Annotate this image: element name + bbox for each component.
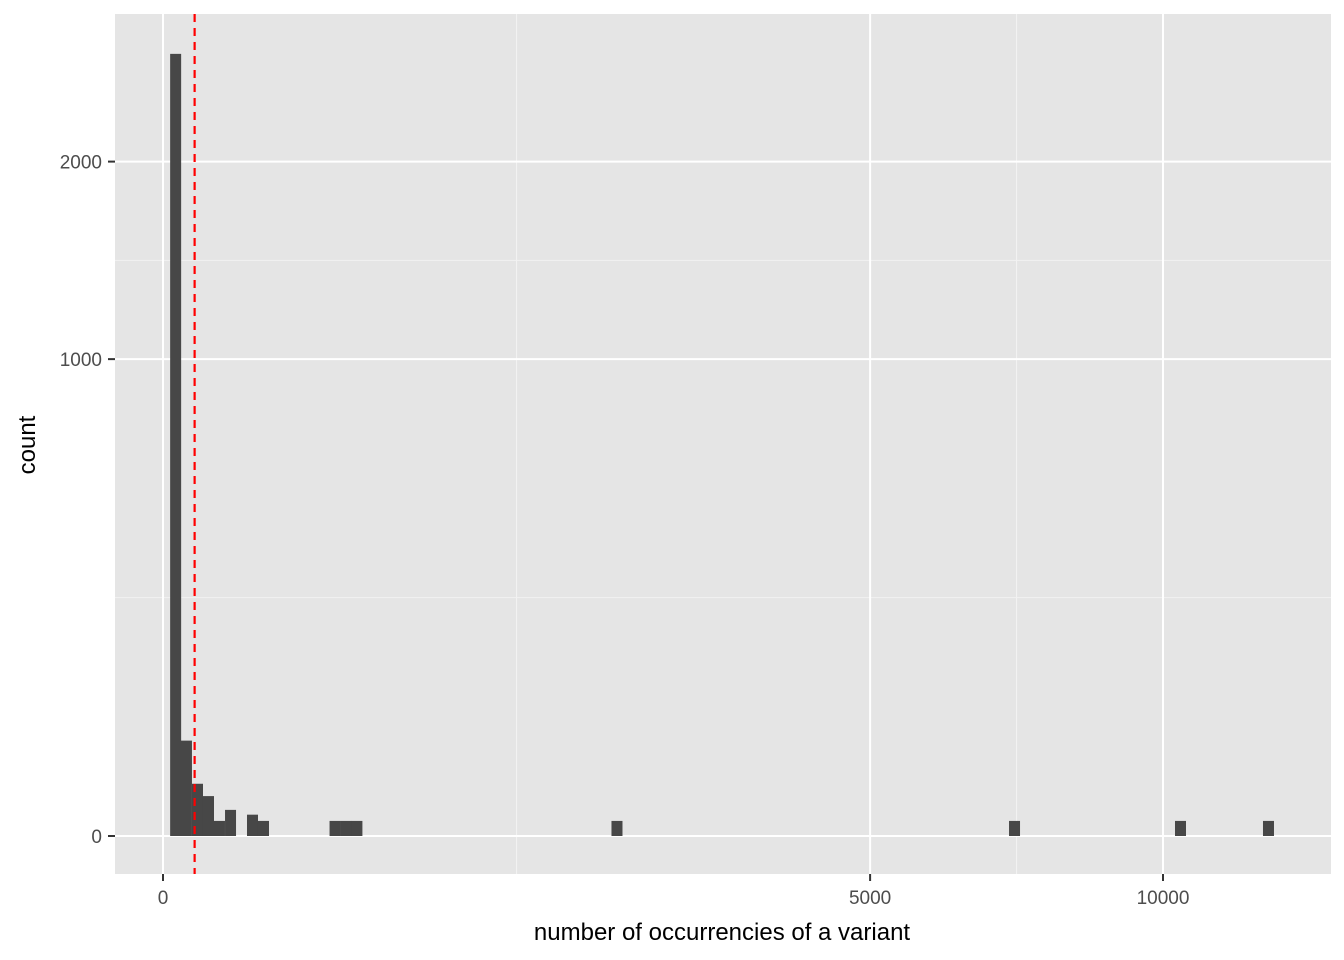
histogram-bar	[611, 820, 623, 836]
y-tick-label: 1000	[60, 350, 102, 371]
histogram-bar	[246, 814, 258, 836]
histogram-bar	[257, 820, 269, 836]
y-tick-label: 0	[91, 827, 102, 848]
histogram-bar	[225, 809, 237, 836]
y-axis-title: count	[14, 415, 41, 474]
histogram-bar	[202, 796, 214, 836]
x-tick-label: 10000	[1137, 888, 1190, 909]
histogram-bar	[191, 783, 203, 836]
histogram-bar	[180, 740, 192, 836]
y-tick-label: 2000	[60, 153, 102, 174]
histogram-bar	[329, 820, 341, 836]
histogram-bar	[340, 820, 352, 836]
x-axis-title: number of occurrencies of a variant	[534, 919, 911, 946]
x-tick-label: 5000	[849, 888, 891, 909]
panel-background	[115, 14, 1331, 874]
histogram-bar	[351, 820, 363, 836]
histogram-bar	[170, 53, 182, 837]
x-tick-label: 0	[158, 888, 169, 909]
histogram-bar	[1262, 820, 1274, 836]
histogram-bar	[1009, 820, 1021, 836]
histogram-bar	[1174, 820, 1186, 836]
histogram-bar	[213, 820, 225, 836]
